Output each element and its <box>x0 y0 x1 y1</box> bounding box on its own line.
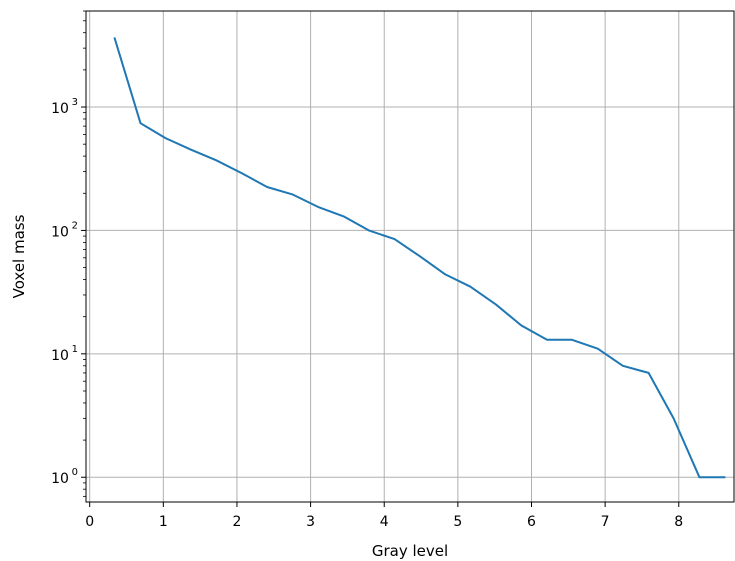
x-tick-label: 6 <box>527 514 536 530</box>
y-tick-exponent: 1 <box>72 344 78 355</box>
series-layer <box>113 37 726 479</box>
series-line <box>113 37 726 479</box>
x-tick-label: 8 <box>674 514 683 530</box>
y-tick-label: 10 <box>51 348 69 364</box>
y-tick-label: 10 <box>51 224 69 240</box>
y-tick-exponent: 3 <box>72 97 78 108</box>
x-tick-label: 3 <box>306 514 315 530</box>
x-axis-label: Gray level <box>372 542 448 560</box>
x-tick-label: 0 <box>85 514 94 530</box>
plot-frame <box>85 10 735 503</box>
x-tick-label: 7 <box>601 514 610 530</box>
x-tick-label: 2 <box>232 514 241 530</box>
y-tick-label: 10 <box>51 101 69 117</box>
x-tick-label: 1 <box>159 514 168 530</box>
y-tick-exponent: 2 <box>72 220 78 231</box>
y-tick-exponent: 0 <box>72 467 78 478</box>
y-tick-label: 10 <box>51 471 69 487</box>
y-axis-label: Voxel mass <box>10 214 28 298</box>
x-tick-label: 4 <box>380 514 389 530</box>
grid <box>86 11 734 502</box>
x-tick-label: 5 <box>453 514 462 530</box>
